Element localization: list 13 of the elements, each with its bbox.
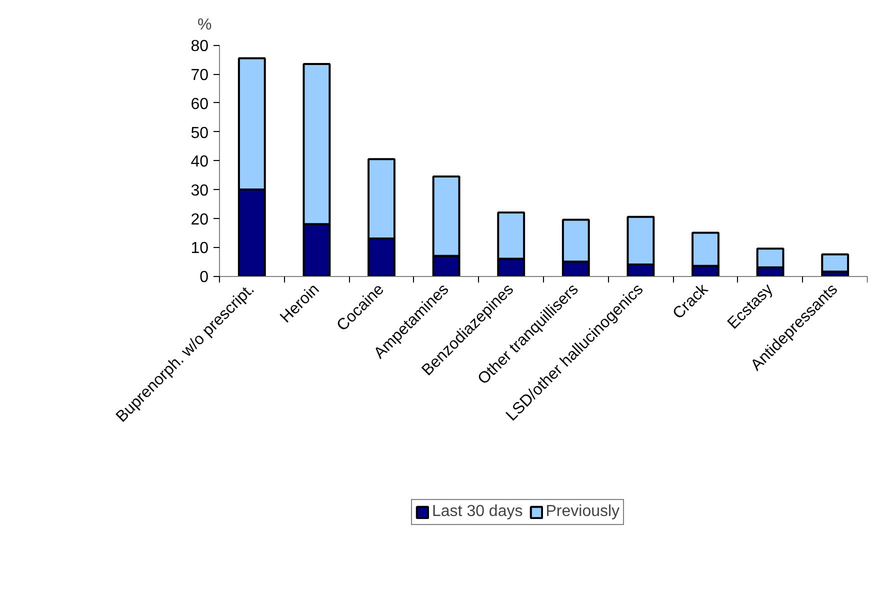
legend-label: Previously [546,503,620,521]
y-tick-label: 10 [190,240,209,258]
y-tick-label: 20 [190,211,209,228]
legend-label: Last 30 days [432,503,523,521]
y-tick-label: 50 [190,124,209,142]
y-tick-label: 40 [190,154,209,171]
y-tick-label: 60 [190,96,209,113]
y-axis-title: % [198,16,212,34]
y-tick-label: 70 [190,67,209,84]
y-tick-label: 0 [200,269,209,286]
y-tick-label: 80 [190,38,209,56]
y-tick-label: 30 [190,182,209,200]
bar [821,253,850,273]
